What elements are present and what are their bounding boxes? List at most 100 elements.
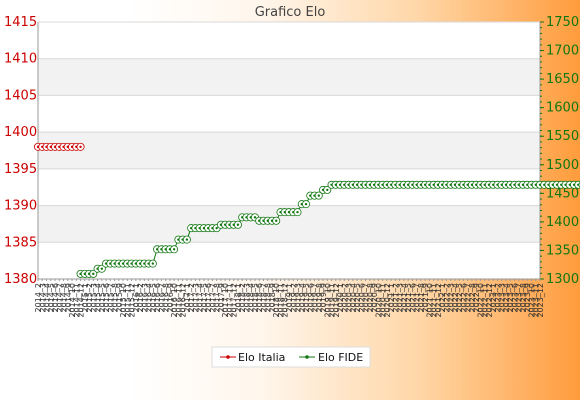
left-tick-label: 1385 [4,235,37,250]
x-tick-label: 2019_12 [332,283,341,318]
x-tick-label: 2020_7 [362,283,371,312]
x-tick-label: 2023_9 [523,283,532,312]
x-tick-label: 2016_7 [157,283,166,312]
x-tick-label: 2018_2 [238,283,247,312]
x-tick-label: 2016_3 [140,283,149,312]
right-tick-label: 1700 [546,44,579,59]
x-tick-label: 2015_12 [128,283,137,318]
x-tick-label: 2016_4 [145,283,154,312]
x-tick-label: 2014_5 [47,283,56,312]
x-tick-label: 2021_5 [404,283,413,312]
x-tick-label: 2018_9 [268,283,277,312]
data-point-center [275,219,278,222]
x-tick-label: 2016_9 [166,283,175,312]
x-tick-label: 2015_7 [106,283,115,312]
x-tick-label: 2019_10 [323,283,332,318]
data-point-center [215,226,218,230]
x-tick-label: 2015_6 [102,283,111,312]
x-tick-label: 2017_5 [200,283,209,312]
data-point-center [304,202,308,206]
x-tick-label: 2020_9 [370,283,379,312]
x-tick-label: 2016_6 [153,283,162,312]
x-tick-label: 2019_9 [319,283,328,312]
x-tick-label: 2021_10 [425,283,434,318]
left-tick-label: 1395 [4,162,37,177]
x-tick-label: 2020_2 [340,283,349,312]
x-tick-label: 2019_5 [302,283,311,312]
left-tick-label: 1380 [4,272,37,287]
x-tick-label: 2019_7 [311,283,320,312]
x-tick-label: 2023_11 [532,283,541,318]
x-tick-label: 2022_5 [455,283,464,312]
x-tick-label: 2021_4 [400,283,409,312]
right-axis-ticks: 1300 1350 1400 1450 1500 1550 1600 1650 1700 1750 [540,15,579,287]
x-tick-label: 2015_11 [123,283,132,318]
x-tick-label: 2019_2 [289,283,298,312]
x-tick-label: 2018_4 [247,283,256,312]
data-point-center [151,262,155,265]
x-tick-label: 2014_8 [60,283,69,312]
x-tick-label: 2018_1 [234,283,243,312]
right-tick-label: 1450 [546,186,579,201]
x-tick-label: 2017_10 [221,283,230,318]
x-tick-label: 2020_8 [366,283,375,312]
x-tick-label: 2022_3 [447,283,456,312]
left-tick-label: 1405 [4,88,37,103]
x-tick-label: 2022_2 [442,283,451,312]
x-tick-label: 2020_4 [349,283,358,312]
x-axis-ticks: 2014_22014_32014_42014_52014_62014_72014… [34,279,545,318]
x-tick-label: 2023_12 [536,283,545,318]
x-tick-label: 2020_1 [336,283,345,312]
x-tick-label: 2014_7 [55,283,64,312]
x-tick-label: 2023_5 [506,283,515,312]
x-tick-label: 2021_3 [396,283,405,312]
x-tick-label: 2017_11 [225,283,234,318]
plot-band [38,22,540,59]
x-tick-label: 2021_9 [421,283,430,312]
x-tick-label: 2015_10 [119,283,128,318]
x-tick-label: 2015_3 [89,283,98,312]
left-tick-label: 1415 [4,15,37,30]
right-tick-label: 1500 [546,158,579,173]
legend-italia-label: Elo Italia [238,351,285,364]
series-elo-fide [76,180,580,278]
series-elo-italia [34,142,85,151]
right-tick-label: 1600 [546,101,579,116]
plot-band [38,95,540,133]
x-tick-label: 2023_2 [493,283,502,312]
x-tick-label: 2018_3 [242,283,251,312]
plot-bands [38,22,540,279]
x-tick-label: 2019_6 [306,283,315,312]
data-point-center [172,248,176,251]
x-tick-label: 2018_12 [281,283,290,318]
legend: Elo Italia Elo FIDE [211,346,371,368]
x-tick-label: 2016_8 [162,283,171,312]
x-tick-label: 2018_8 [264,283,273,312]
left-tick-label: 1390 [4,199,37,214]
x-tick-label: 2022_7 [464,283,473,312]
x-tick-label: 2014_11 [72,283,81,318]
x-tick-label: 2015_8 [111,283,120,312]
x-tick-label: 2018_7 [259,283,268,312]
legend-fide-label: Elo FIDE [318,351,363,364]
right-tick-label: 1650 [546,72,579,87]
data-point-center [79,145,82,149]
x-tick-label: 2017_4 [196,283,205,312]
x-tick-label: 2016_12 [179,283,188,318]
x-tick-label: 2017_8 [213,283,222,312]
data-point-center [317,194,320,197]
x-tick-label: 2020_12 [383,283,392,318]
left-tick-label: 1400 [4,125,37,140]
legend-fide-marker [305,355,309,359]
x-tick-label: 2023_4 [502,283,511,312]
x-tick-label: 2017_12 [230,283,239,318]
x-tick-label: 2018_5 [251,283,260,312]
x-tick-label: 2017_3 [191,283,200,312]
x-tick-label: 2020_11 [379,283,388,318]
data-point-center [100,267,104,270]
x-tick-label: 2023_8 [519,283,528,312]
x-tick-label: 2022_11 [481,283,490,318]
x-tick-label: 2020_3 [345,283,354,312]
x-tick-label: 2022_12 [485,283,494,318]
